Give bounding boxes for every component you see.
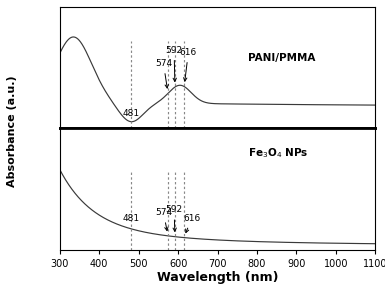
Text: Fe$_3$O$_4$ NPs: Fe$_3$O$_4$ NPs: [248, 146, 308, 160]
Text: 574: 574: [155, 59, 172, 88]
Text: PANI/PMMA: PANI/PMMA: [248, 53, 315, 63]
Text: 481: 481: [122, 109, 140, 118]
Text: 574: 574: [155, 208, 172, 231]
Text: 616: 616: [180, 48, 197, 81]
Text: 592: 592: [166, 46, 182, 81]
Text: Absorbance (a.u.): Absorbance (a.u.): [7, 76, 17, 187]
Text: 481: 481: [122, 214, 140, 223]
X-axis label: Wavelength (nm): Wavelength (nm): [157, 272, 278, 284]
Text: 592: 592: [166, 205, 182, 231]
Text: 616: 616: [183, 214, 201, 233]
